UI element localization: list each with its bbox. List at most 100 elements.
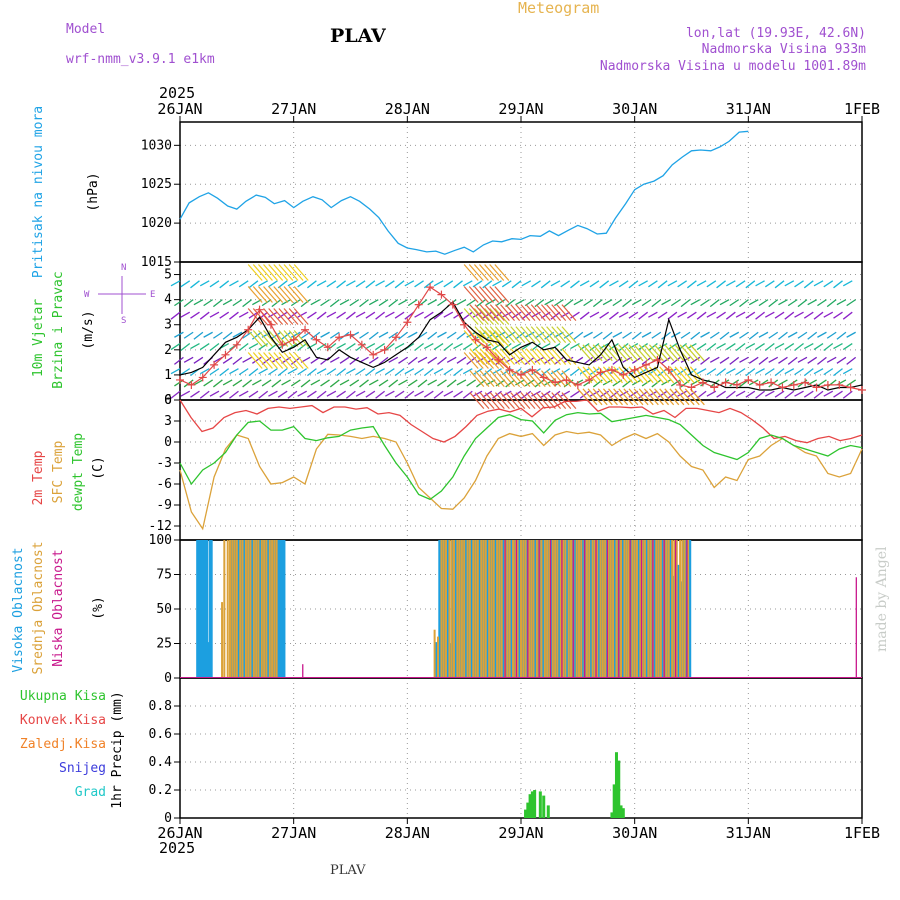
wind-arrow <box>764 368 775 376</box>
wind-arrow-strong <box>263 286 278 303</box>
wind-arrow <box>589 311 600 318</box>
cloud-bar <box>271 540 274 678</box>
y-tick-label: -3 <box>156 456 172 471</box>
cloud-bar <box>221 602 224 678</box>
wind-arrow-strong <box>247 264 263 281</box>
wind-arrow-strong <box>247 352 263 369</box>
wind-arrow-strong <box>283 330 299 347</box>
wind-arrow <box>686 280 697 289</box>
gust-marker <box>801 378 810 387</box>
cloud-bar <box>649 540 654 678</box>
wind-arrow <box>462 390 473 399</box>
cloud-bar <box>500 540 505 678</box>
cloud-bar <box>480 540 485 678</box>
wind-arrow <box>719 356 730 364</box>
wind-arrow-strong <box>587 388 603 406</box>
wind-arrow-strong <box>530 304 546 322</box>
wind-arrow <box>462 368 473 375</box>
wind-arrow <box>261 356 272 365</box>
wind-arrow <box>622 379 632 388</box>
cloud-bar <box>265 540 270 678</box>
wind-arrow <box>521 390 532 399</box>
wind-arrow <box>784 280 795 287</box>
wind-arrow <box>709 331 720 339</box>
wind-arrow <box>355 280 366 288</box>
wind-arrow-strong <box>551 304 567 322</box>
wind-arrow <box>826 331 837 339</box>
wind-arrow <box>817 379 827 387</box>
wind-arrow-strong <box>684 344 700 362</box>
wind-arrow <box>706 390 717 397</box>
wind-arrow-strong <box>633 344 649 362</box>
cloud-bar <box>855 577 857 678</box>
wind-arrow <box>453 390 463 398</box>
cloud-bar <box>250 540 255 678</box>
cloud-bar <box>593 540 596 678</box>
gust-marker <box>585 375 594 384</box>
gust-marker <box>289 335 298 344</box>
wind-arrow <box>232 356 243 365</box>
wind-arrow-strong <box>252 352 268 369</box>
gust-marker <box>517 370 525 379</box>
wind-arrow <box>417 379 428 388</box>
pressure-axis-label: Pritisak na nivou mora <box>31 106 46 278</box>
wind-arrow <box>427 379 438 386</box>
wind-arrow <box>768 299 779 308</box>
cloud-bar <box>663 540 668 678</box>
cloud-bar <box>567 540 572 678</box>
wind-arrow <box>320 356 330 365</box>
cloud-bar <box>665 540 670 678</box>
wind-arrow <box>524 379 535 387</box>
wind-arrow <box>846 331 856 338</box>
wind-arrow-strong <box>479 348 495 366</box>
wind-arrow <box>778 331 788 340</box>
wind-arrow-strong <box>638 344 654 362</box>
wind-arrow <box>213 331 223 339</box>
cloud-bar <box>561 540 563 678</box>
cloud-bar <box>601 540 606 678</box>
wind-arrow <box>307 368 317 377</box>
wind-arrow-strong <box>252 286 268 303</box>
year-label-top: 2025 <box>159 84 195 102</box>
wind-arrow-strong <box>500 304 515 322</box>
direction-legend-w: W <box>84 290 90 300</box>
gust-marker <box>778 383 787 392</box>
wind-arrow <box>248 280 259 289</box>
wind-arrow <box>609 280 619 287</box>
temp-line-1 <box>179 430 863 531</box>
wind-arrow <box>446 379 457 388</box>
cloud-bar <box>263 540 266 678</box>
wind-arrow <box>203 379 213 387</box>
cloud-bar <box>620 540 625 678</box>
wind-arrow <box>242 379 253 388</box>
wind-arrow <box>307 311 317 319</box>
gust-marker <box>539 373 548 382</box>
wind-arrow <box>787 331 798 338</box>
wind-arrow <box>651 299 662 308</box>
temp-unit-label: (C) <box>91 456 106 479</box>
wind-arrow <box>735 280 746 288</box>
cloud-bar <box>659 540 664 678</box>
wind-arrow-strong <box>510 326 526 344</box>
cloud-bar <box>536 540 541 678</box>
cloud-bar <box>515 540 518 678</box>
wind-arrow <box>622 299 632 308</box>
gust-marker <box>221 350 230 359</box>
wind-arrow <box>375 343 385 351</box>
footer-title: PLAV <box>330 863 366 878</box>
wind-arrow <box>437 299 447 307</box>
wind-arrow <box>550 343 561 351</box>
wind-arrow-strong <box>597 388 613 406</box>
wind-arrow-strong <box>288 264 304 281</box>
wind-arrow <box>423 368 434 377</box>
x-tick-label-top: 26JAN <box>157 100 202 118</box>
wind-arrow <box>774 342 785 350</box>
wind-arrow-strong <box>510 304 526 322</box>
cloud-bar <box>607 540 612 678</box>
wind-arrow <box>472 390 483 397</box>
cloud-bar <box>204 540 209 678</box>
wind-arrow <box>346 280 356 287</box>
wind-arrow-strong <box>530 392 546 410</box>
cloud-bar <box>652 540 654 678</box>
wind-arrow <box>472 311 483 318</box>
